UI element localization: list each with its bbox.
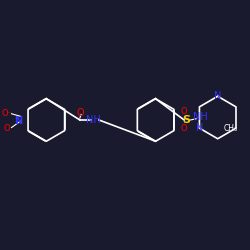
Text: O: O xyxy=(3,124,10,133)
Text: O⁻: O⁻ xyxy=(1,109,12,118)
Text: O: O xyxy=(76,108,84,118)
Text: N: N xyxy=(196,123,203,133)
Text: NH: NH xyxy=(193,112,208,122)
Text: O: O xyxy=(181,124,188,133)
Text: NH: NH xyxy=(86,115,101,125)
Text: CH₃: CH₃ xyxy=(224,124,238,133)
Text: N: N xyxy=(14,116,22,126)
Text: N: N xyxy=(214,91,222,101)
Text: O: O xyxy=(181,107,188,116)
Text: S: S xyxy=(183,115,191,125)
